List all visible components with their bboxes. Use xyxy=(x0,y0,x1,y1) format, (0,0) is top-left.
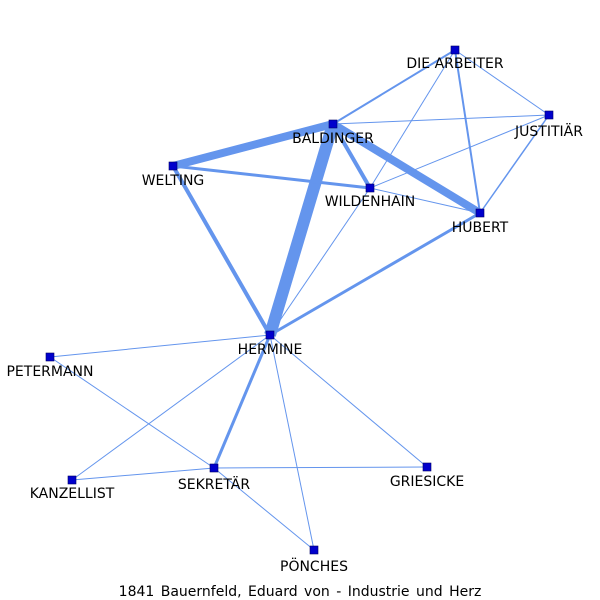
edge-die_arbeiter-hubert xyxy=(454,49,481,214)
edge-wildenhain-hermine xyxy=(269,187,371,336)
edge-hermine-ponches xyxy=(269,334,315,551)
node-label-ponches: PÖNCHES xyxy=(280,557,348,575)
edge-hubert-hermine xyxy=(269,211,481,337)
node-label-baldinger: BALDINGER xyxy=(292,131,374,147)
node-petermann xyxy=(45,352,55,362)
edge-baldinger-hermine xyxy=(264,122,339,337)
edge-die_arbeiter-baldinger xyxy=(332,49,456,125)
node-justitiar xyxy=(544,110,554,120)
node-wildenhain xyxy=(365,183,375,193)
edge-hermine-sekretar xyxy=(212,334,272,469)
edge-hermine-griesicke xyxy=(269,334,428,468)
node-label-hubert: HUBERT xyxy=(452,220,509,236)
node-hermine xyxy=(265,330,275,340)
edge-die_arbeiter-wildenhain xyxy=(369,49,456,189)
node-label-wildenhain: WILDENHAIN xyxy=(325,194,416,210)
node-label-hermine: HERMINE xyxy=(238,342,303,358)
node-welting xyxy=(168,161,178,171)
edge-baldinger-wildenhain xyxy=(331,122,372,190)
nodes-layer xyxy=(45,45,554,555)
node-label-petermann: PETERMANN xyxy=(6,364,93,380)
edge-kanzellist-sekretar xyxy=(71,467,215,481)
edge-welting-wildenhain xyxy=(172,164,371,190)
edge-die_arbeiter-justitiar xyxy=(454,49,550,116)
node-sekretar xyxy=(209,463,219,473)
edge-baldinger-welting xyxy=(171,120,335,170)
node-kanzellist xyxy=(67,475,77,485)
node-die_arbeiter xyxy=(450,45,460,55)
edge-wildenhain-hubert xyxy=(369,187,481,214)
edge-petermann-sekretar xyxy=(49,356,215,469)
graph-caption: 1841 Bauernfeld, Eduard von - Industrie … xyxy=(119,584,482,600)
node-hubert xyxy=(475,208,485,218)
node-ponches xyxy=(309,545,319,555)
edge-hermine-petermann xyxy=(49,334,271,358)
edges-layer xyxy=(49,49,550,551)
node-griesicke xyxy=(422,462,432,472)
node-label-welting: WELTING xyxy=(142,173,205,189)
edge-baldinger-justitiar xyxy=(332,114,550,125)
edge-sekretar-griesicke xyxy=(213,466,428,469)
edge-baldinger-hubert xyxy=(330,120,483,217)
edge-justitiar-wildenhain xyxy=(369,114,550,189)
edge-sekretar-ponches xyxy=(213,467,315,551)
node-label-kanzellist: KANZELLIST xyxy=(30,486,115,502)
node-label-sekretar: SEKRETÄR xyxy=(178,475,251,493)
node-label-die_arbeiter: DIE ARBEITER xyxy=(406,56,503,72)
edge-justitiar-hubert xyxy=(479,114,550,214)
labels-layer: DIE ARBEITER BALDINGER JUSTITIÄR WELTING WIL… xyxy=(6,56,583,575)
edge-hermine-kanzellist xyxy=(71,334,271,481)
edge-welting-hermine xyxy=(171,165,272,336)
node-label-justitiar: JUSTITIÄR xyxy=(514,122,583,140)
node-label-griesicke: GRIESICKE xyxy=(390,474,464,490)
node-baldinger xyxy=(328,119,338,129)
